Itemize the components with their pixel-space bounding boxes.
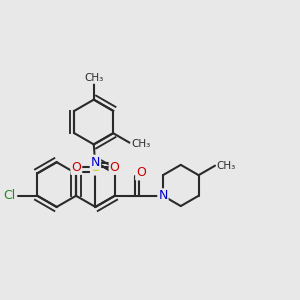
Text: CH₃: CH₃ — [84, 73, 104, 83]
Text: CH₃: CH₃ — [131, 140, 151, 149]
Text: N: N — [91, 156, 100, 169]
Text: CH₃: CH₃ — [217, 160, 236, 171]
Text: S: S — [91, 160, 100, 174]
Text: N: N — [158, 189, 168, 202]
Text: O: O — [71, 161, 81, 174]
Text: Cl: Cl — [4, 189, 16, 202]
Text: O: O — [110, 161, 119, 174]
Text: O: O — [136, 167, 146, 179]
